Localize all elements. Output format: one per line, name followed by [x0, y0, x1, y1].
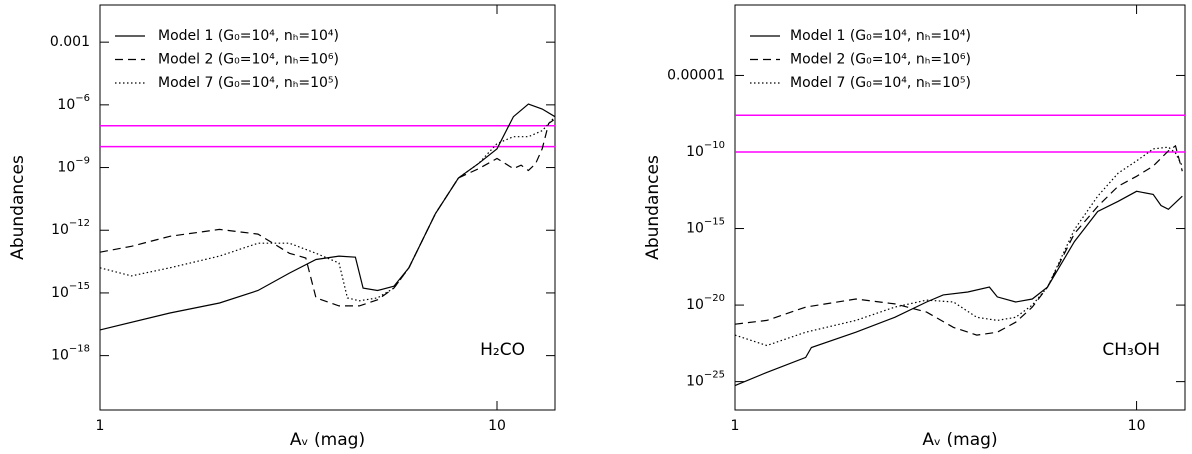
annotation: CH₃OH — [1102, 340, 1160, 360]
plot-frame — [734, 4, 1186, 411]
y-tick-label: 0.00001 — [667, 67, 725, 83]
legend-label: Model 1 (G₀=10⁴, nₕ=10⁴) — [158, 28, 339, 44]
legend-label: Model 1 (G₀=10⁴, nₕ=10⁴) — [790, 28, 971, 44]
y-tick-label: 10−6 — [57, 93, 90, 113]
data-line — [734, 144, 1183, 336]
panel: 0.001 10−6 10−9 10−12 10−15 10−18 1 10 Model 1 (… — [8, 4, 556, 450]
x-tick-label: 10 — [488, 418, 506, 434]
y-tick-label: 10−10 — [686, 140, 725, 160]
y-axis-title: Abundances — [643, 155, 663, 260]
annotation: H₂CO — [480, 340, 525, 360]
y-axis-title: Abundances — [8, 155, 28, 260]
x-tick-label: 1 — [731, 418, 740, 434]
y-tick-label: 10−12 — [51, 218, 90, 238]
data-line — [99, 116, 556, 302]
data-line — [734, 146, 1183, 347]
y-tick-label: 10−25 — [686, 370, 725, 390]
y-tick-label: 0.001 — [50, 34, 90, 50]
data-line — [99, 118, 556, 307]
panel: 0.00001 10−10 10−15 10−20 10−25 1 10 Model 1 (G… — [643, 4, 1186, 450]
legend-label: Model 2 (G₀=10⁴, nₕ=10⁶) — [158, 52, 339, 68]
y-tick-label: 10−9 — [57, 156, 90, 176]
plot-frame — [99, 4, 556, 411]
x-axis-title: Aᵥ (mag) — [290, 430, 365, 450]
x-axis-title: Aᵥ (mag) — [922, 430, 997, 450]
y-tick-label: 10−18 — [51, 344, 90, 364]
legend-label: Model 2 (G₀=10⁴, nₕ=10⁶) — [790, 52, 971, 68]
x-tick-label: 10 — [1128, 418, 1146, 434]
y-tick-label: 10−15 — [51, 281, 90, 301]
legend-label: Model 7 (G₀=10⁴, nₕ=10⁵) — [790, 75, 971, 91]
data-line — [99, 103, 556, 331]
legend-label: Model 7 (G₀=10⁴, nₕ=10⁵) — [158, 75, 339, 91]
x-tick-label: 1 — [96, 418, 105, 434]
y-tick-label: 10−20 — [686, 293, 725, 313]
data-line — [734, 190, 1183, 387]
y-tick-label: 10−15 — [686, 217, 725, 237]
